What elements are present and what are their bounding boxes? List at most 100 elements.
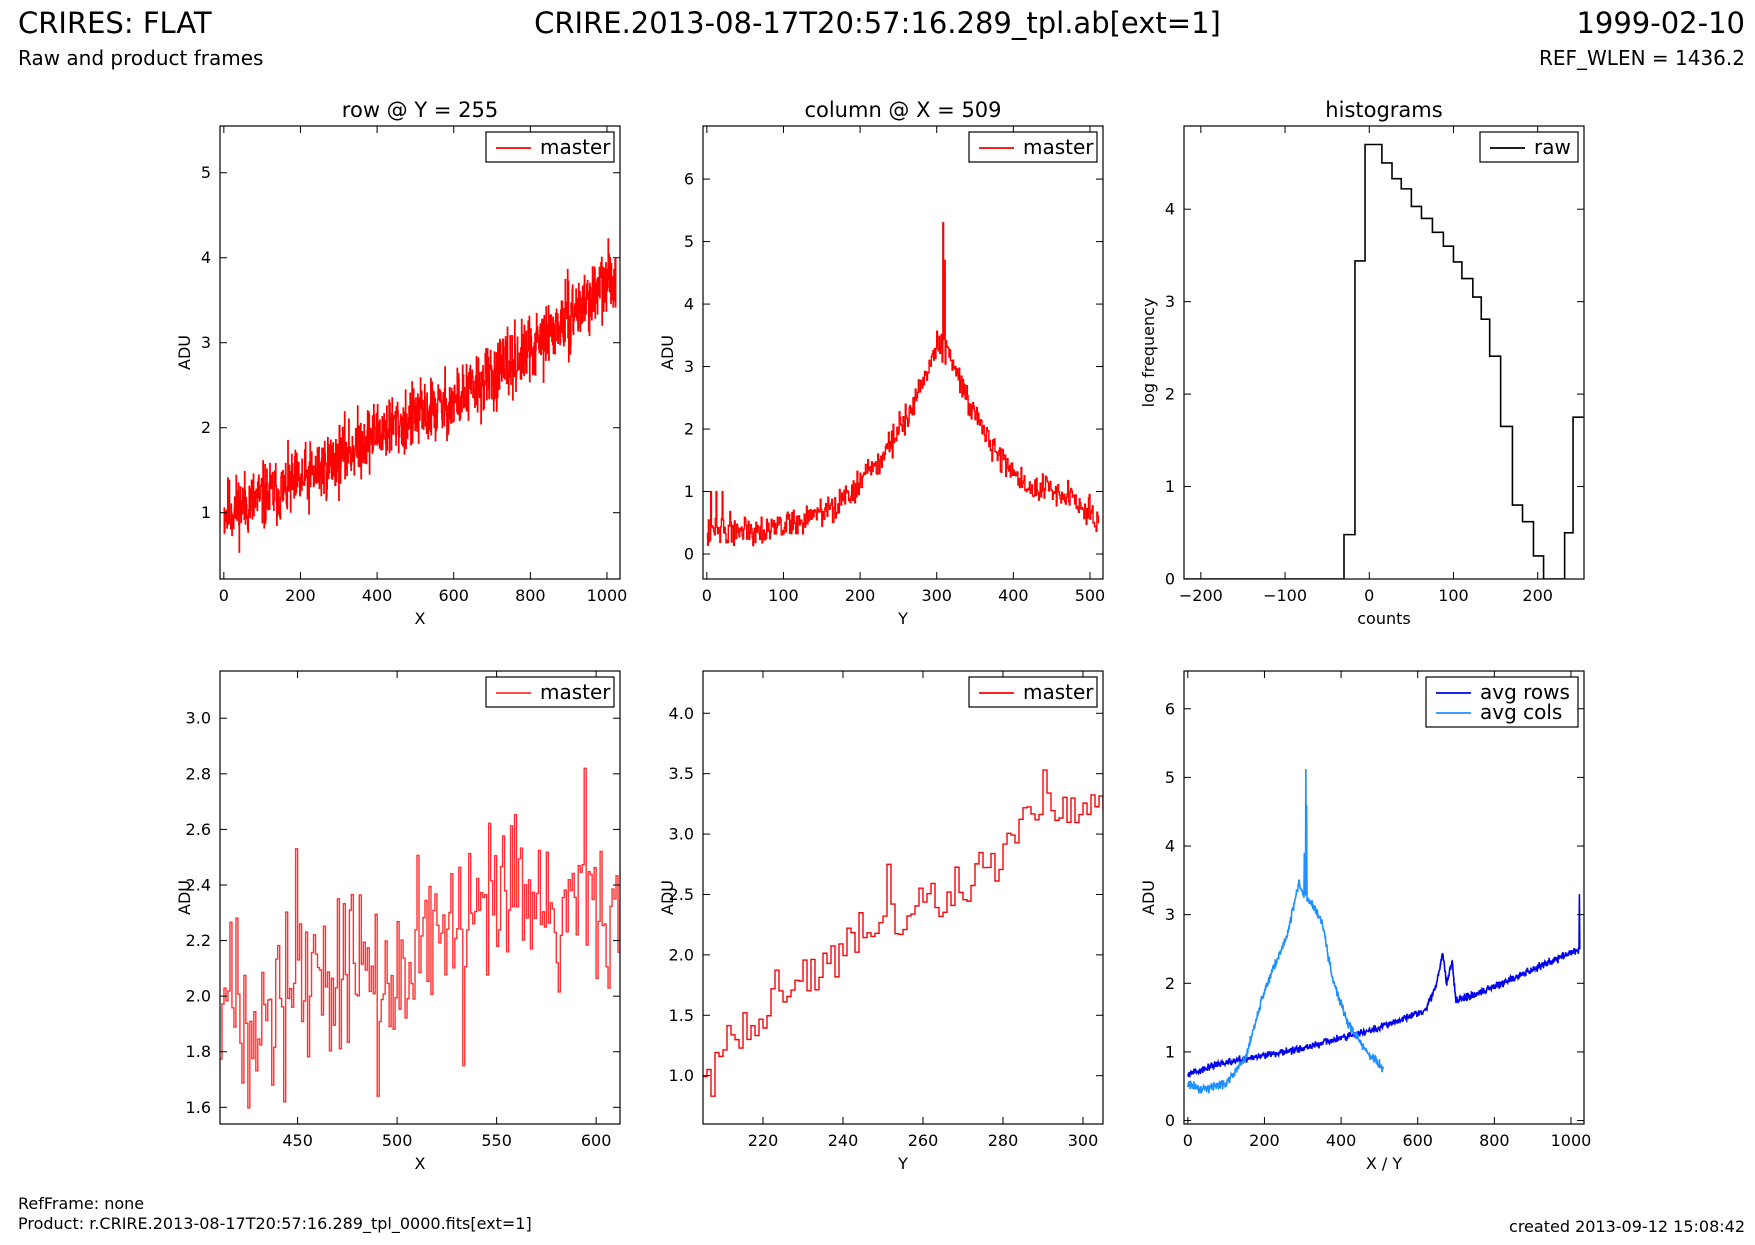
legend-box — [968, 676, 1098, 708]
y-tick-label: 4 — [1165, 837, 1175, 856]
y-tick-label: 1.6 — [186, 1098, 211, 1117]
chart-histograms: −200 −100 0 100 200 0 1 2 3 4 histograms counts log … — [1139, 98, 1585, 628]
chart-title: row @ Y = 255 — [342, 98, 498, 122]
y-tick-label: 3 — [1165, 292, 1175, 311]
x-tick-label: 600 — [438, 586, 469, 605]
y-tick-label: 4 — [1165, 200, 1175, 219]
y-tick-label: 4 — [201, 248, 211, 267]
x-tick-label: 0 — [219, 586, 229, 605]
y-tick-label: 1 — [684, 482, 694, 501]
x-tick-label: 500 — [382, 1131, 413, 1150]
y-tick-label: 2.2 — [186, 931, 211, 950]
plot-frame — [219, 125, 621, 580]
plot-frame — [219, 670, 621, 1125]
x-tick-label: 200 — [1522, 586, 1553, 605]
series-line-avg-cols — [1187, 769, 1385, 1094]
x-tick-label: 300 — [921, 586, 952, 605]
y-tick-label: 1 — [201, 503, 211, 522]
created-label: created 2013-09-12 15:08:42 — [1509, 1217, 1745, 1236]
x-tick-label: 0 — [1183, 1131, 1193, 1150]
y-tick-label: 5 — [201, 163, 211, 182]
plot-frame — [1183, 125, 1585, 580]
y-axis-label: ADU — [658, 880, 677, 915]
refframe-label: RefFrame: none — [18, 1194, 145, 1213]
y-tick-label: 3 — [201, 333, 211, 352]
y-tick-label: 3.0 — [186, 709, 211, 728]
x-tick-label: 400 — [362, 586, 393, 605]
x-tick-label: 0 — [1364, 586, 1374, 605]
legend-box — [968, 131, 1098, 163]
legend-label: master — [1023, 680, 1094, 704]
y-tick-label: 0 — [684, 545, 694, 564]
y-tick-label: 2 — [1165, 385, 1175, 404]
y-tick-label: 0 — [1165, 1111, 1175, 1130]
x-tick-label: 400 — [1326, 1131, 1357, 1150]
x-axis-label: X / Y — [1366, 1154, 1403, 1173]
file-title: CRIRE.2013-08-17T20:57:16.289_tpl.ab[ext… — [534, 6, 1221, 40]
plot-frame — [702, 670, 1104, 1125]
x-tick-label: 1000 — [587, 586, 628, 605]
chart-title: column @ X = 509 — [804, 98, 1001, 122]
legend-label: master — [540, 135, 611, 159]
y-tick-label: 3.0 — [669, 825, 694, 844]
chart-column-zoom: 220 240 260 280 300 1.0 1.5 2.0 2.5 3.0 3.5 4.0 Y ADU… — [658, 670, 1104, 1173]
x-tick-label: 800 — [1479, 1131, 1510, 1150]
y-tick-label: 2 — [684, 420, 694, 439]
y-axis-label: ADU — [1139, 880, 1158, 915]
legend-box — [1425, 676, 1579, 728]
ref-wlen-label: REF_WLEN = 1436.2 — [1538, 46, 1745, 70]
y-tick-label: 2.8 — [186, 764, 211, 783]
y-tick-label: 3 — [1165, 905, 1175, 924]
x-tick-label: 1000 — [1551, 1131, 1592, 1150]
legend-label: master — [540, 680, 611, 704]
y-tick-label: 2.4 — [186, 875, 211, 894]
x-tick-label: −100 — [1263, 586, 1307, 605]
page-title: CRIRES: FLAT — [18, 6, 212, 40]
y-tick-label: 6 — [684, 170, 694, 189]
series-line-avg-rows — [1187, 894, 1581, 1078]
y-tick-label: 1.8 — [186, 1042, 211, 1061]
y-axis-label: log frequency — [1139, 298, 1158, 408]
x-tick-label: 200 — [1249, 1131, 1280, 1150]
x-axis-label: X — [415, 1154, 426, 1173]
y-axis-label: ADU — [658, 335, 677, 370]
legend-label: avg cols — [1480, 700, 1562, 724]
y-tick-label: 2 — [1165, 974, 1175, 993]
x-tick-label: 240 — [828, 1131, 859, 1150]
y-tick-label: 6 — [1165, 699, 1175, 718]
y-tick-label: 1.0 — [669, 1066, 694, 1085]
x-tick-label: 600 — [581, 1131, 612, 1150]
legend-box — [485, 131, 615, 163]
chart-column: 0 100 200 300 400 500 0 1 2 3 4 5 6 column @ X = 509 Y… — [658, 98, 1105, 628]
x-tick-label: 450 — [282, 1131, 313, 1150]
y-tick-label: 1 — [1165, 1042, 1175, 1061]
chart-averages: 0 200 400 600 800 1000 0 1 2 3 4 5 6 X / Y ADU avg rows… — [1139, 670, 1592, 1173]
x-tick-label: 200 — [845, 586, 876, 605]
y-tick-label: 1 — [1165, 477, 1175, 496]
series-line-raw — [1184, 143, 1584, 579]
product-label: Product: r.CRIRE.2013-08-17T20:57:16.289… — [18, 1214, 532, 1233]
x-axis-label: counts — [1357, 609, 1410, 628]
x-tick-label: 400 — [998, 586, 1029, 605]
y-tick-label: 3 — [684, 357, 694, 376]
x-tick-label: 800 — [515, 586, 546, 605]
x-tick-label: 550 — [481, 1131, 512, 1150]
chart-row: 0 200 400 600 800 1000 1 2 3 4 5 row @ Y = 255 X ADU m… — [175, 98, 627, 628]
y-axis-label: ADU — [175, 880, 194, 915]
legend-label: master — [1023, 135, 1094, 159]
x-tick-label: 100 — [768, 586, 799, 605]
x-axis-label: Y — [897, 609, 908, 628]
x-tick-label: 260 — [908, 1131, 939, 1150]
series-line-master — [220, 767, 620, 1109]
y-tick-label: 2.0 — [186, 987, 211, 1006]
y-tick-label: 3.5 — [669, 764, 694, 783]
y-tick-label: 5 — [684, 232, 694, 251]
y-tick-label: 4.0 — [669, 704, 694, 723]
plot-frame — [702, 125, 1104, 580]
y-tick-label: 0 — [1165, 570, 1175, 589]
y-tick-label: 2.6 — [186, 820, 211, 839]
series-line-master — [706, 222, 1100, 547]
date-label: 1999-02-10 — [1576, 6, 1745, 40]
series-line-master — [223, 238, 617, 553]
